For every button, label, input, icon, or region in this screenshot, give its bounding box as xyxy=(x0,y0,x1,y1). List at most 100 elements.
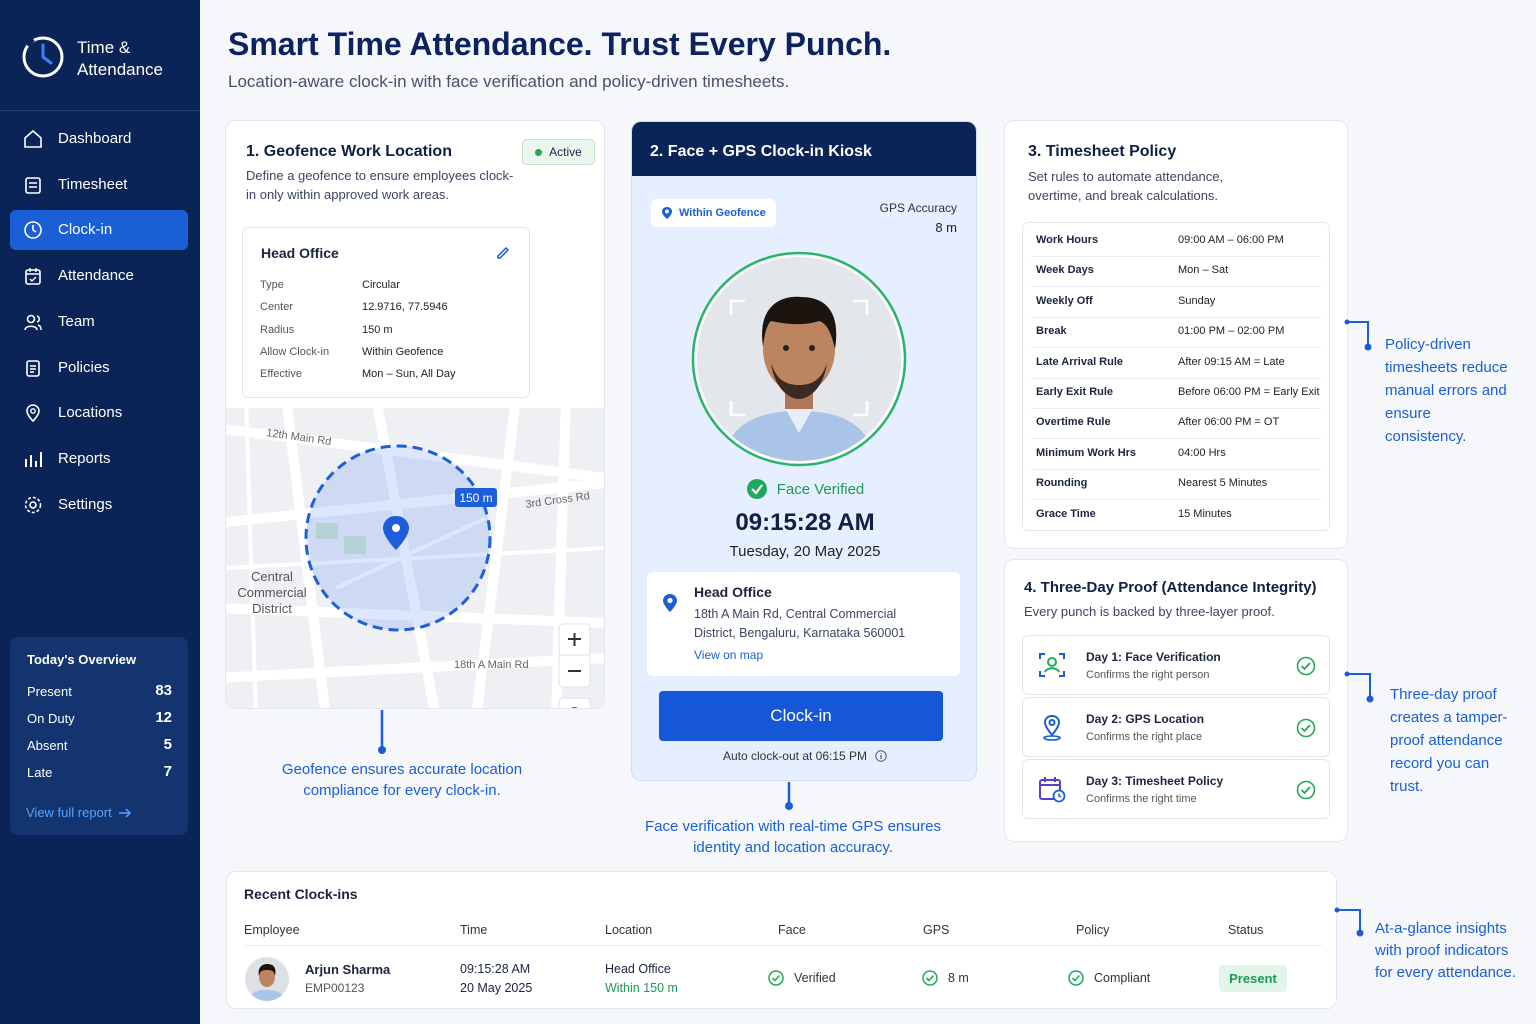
proof-items: Day 1: Face Verification Confirms the rig… xyxy=(1005,560,1349,843)
overview-value: 12 xyxy=(155,709,172,726)
decoration xyxy=(344,536,366,554)
policy-label: Week Days xyxy=(1036,264,1094,277)
nav-item[interactable]: Locations xyxy=(10,393,188,433)
nav-item[interactable]: Clock-in xyxy=(10,210,188,251)
nav-icon xyxy=(24,314,42,331)
radius-label: 150 m xyxy=(459,491,492,505)
decoration xyxy=(875,750,887,762)
decoration xyxy=(697,257,901,461)
decoration xyxy=(1043,714,1061,737)
policy-label: Rounding xyxy=(1036,477,1088,490)
policy-value: Before 06:00 PM = Early Exit xyxy=(1178,386,1320,398)
info-icon[interactable] xyxy=(875,750,887,762)
decoration xyxy=(497,246,510,259)
nav-label[interactable]: Policies xyxy=(58,358,110,376)
decoration xyxy=(1364,343,1372,351)
decoration xyxy=(925,974,935,982)
nav-label[interactable]: Locations xyxy=(58,404,123,422)
kiosk-header xyxy=(632,122,976,176)
decoration xyxy=(258,964,276,976)
decoration xyxy=(335,516,487,590)
decoration xyxy=(1039,653,1065,677)
proof-title: Day 2: GPS Location xyxy=(1086,712,1205,726)
geofence-card: 1. Geofence Work Location Active Define … xyxy=(225,120,605,709)
location-address: 18th A Main Rd, Central Commercial Distr… xyxy=(694,607,906,640)
row-divider xyxy=(1031,468,1321,470)
decoration xyxy=(29,181,37,188)
decoration xyxy=(226,653,604,683)
row-divider xyxy=(1031,499,1321,501)
face-photo xyxy=(691,251,907,467)
connector xyxy=(785,782,793,810)
employee-name: Arjun Sharma xyxy=(305,962,391,977)
nav-label[interactable]: Timesheet xyxy=(58,175,128,193)
nav-label[interactable]: Team xyxy=(58,312,95,330)
decoration xyxy=(729,401,745,417)
nav-icon xyxy=(26,404,40,423)
decoration xyxy=(1068,970,1084,986)
nav-item[interactable]: Reports xyxy=(10,439,188,479)
nav-label[interactable]: Settings xyxy=(58,495,113,513)
nav-label[interactable]: Clock-in xyxy=(58,221,113,239)
policy-value: Mon – Sat xyxy=(1178,264,1229,277)
decoration xyxy=(226,603,604,628)
policy-label: Break xyxy=(1036,325,1067,338)
decoration xyxy=(558,697,591,708)
decoration xyxy=(1296,656,1316,676)
column-header: Location xyxy=(605,923,653,937)
decoration xyxy=(26,268,40,283)
clock-in-button[interactable]: Clock-in xyxy=(659,691,943,741)
field-value: 12.9716, 77.5946 xyxy=(362,301,448,314)
view-report-link[interactable]: View full report xyxy=(26,805,132,820)
policy-label: Minimum Work Hrs xyxy=(1036,446,1137,459)
row-divider xyxy=(1031,347,1321,349)
proof-title: Day 3: Timesheet Policy xyxy=(1086,774,1224,788)
card-description: Define a geofence to ensure employees cl… xyxy=(246,168,514,202)
nav-item[interactable]: Settings xyxy=(10,485,188,525)
card-title: 2. Face + GPS Clock-in Kiosk xyxy=(650,143,872,160)
decoration xyxy=(30,408,36,415)
location-card: Head Office 18th A Main Rd, Central Comm… xyxy=(647,572,960,676)
nav-icon xyxy=(25,176,41,194)
decoration xyxy=(729,299,869,417)
nav-label[interactable]: Reports xyxy=(58,449,111,467)
policy-label: Work Hours xyxy=(1036,234,1099,246)
view-map-link[interactable]: View on map xyxy=(694,648,764,662)
decoration xyxy=(244,408,258,708)
nav-label[interactable]: Attendance xyxy=(58,267,134,285)
employee-avatar xyxy=(245,957,289,1001)
nav-item[interactable]: Timesheet xyxy=(10,165,188,205)
location-name: Head Office xyxy=(261,245,339,261)
proof-icon xyxy=(1043,714,1061,741)
row-divider xyxy=(1031,377,1321,379)
caption: Policy-driven timesheets reduce manual e… xyxy=(1385,336,1508,445)
decoration xyxy=(1300,724,1311,733)
column-header: Status xyxy=(1228,923,1264,937)
decoration xyxy=(763,305,835,393)
clock-time: 09:15:28 AM xyxy=(460,962,531,976)
nav-item[interactable]: Policies xyxy=(10,348,188,388)
decoration xyxy=(1043,735,1061,741)
nav-label[interactable]: Dashboard xyxy=(58,130,132,147)
zoom-controls[interactable] xyxy=(558,623,591,709)
column-header: Employee xyxy=(244,923,300,937)
caption: Geofence ensures accurate location compl… xyxy=(281,761,523,799)
kiosk-card: 2. Face + GPS Clock-in Kiosk Within Geof… xyxy=(631,121,977,781)
decoration xyxy=(30,364,36,373)
nav-item[interactable]: Attendance xyxy=(10,256,188,296)
pin-icon xyxy=(662,207,672,219)
link-text[interactable]: View full report xyxy=(26,805,112,820)
overview-value: 5 xyxy=(163,736,172,753)
button-text[interactable]: Clock-in xyxy=(770,706,832,725)
recent-card: Recent Clock-ins Employee Time Location Fac… xyxy=(226,871,1337,1009)
divider xyxy=(244,945,1322,946)
edit-icon[interactable] xyxy=(495,245,511,261)
gps-label: GPS Accuracy xyxy=(879,201,957,215)
nav-item[interactable]: Dashboard xyxy=(10,119,188,159)
check-icon xyxy=(1296,718,1316,738)
clock-date: 20 May 2025 xyxy=(460,981,533,995)
field-label: Center xyxy=(260,301,294,314)
policy-label: Late Arrival Rule xyxy=(1036,355,1124,368)
policy-label: Grace Time xyxy=(1036,507,1096,520)
nav-item[interactable]: Team xyxy=(10,302,188,342)
